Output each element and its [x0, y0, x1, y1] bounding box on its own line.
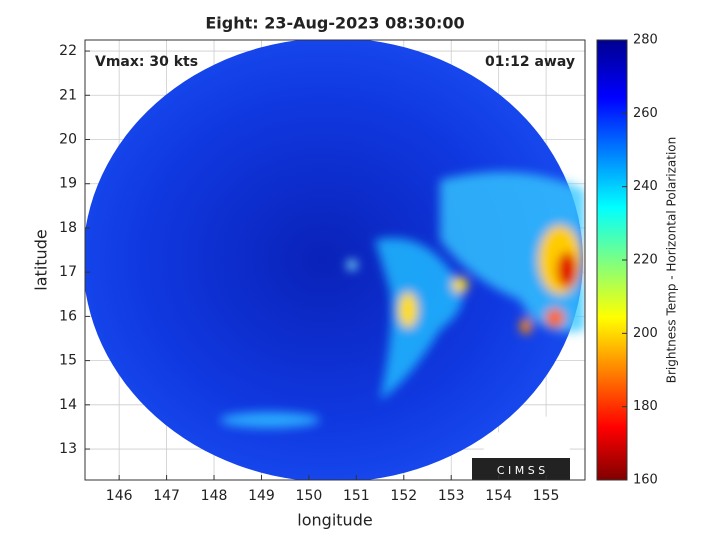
- x-tick-label: 154: [485, 488, 512, 504]
- annotation: 01:12 away: [485, 54, 575, 70]
- y-tick-label: 16: [59, 308, 77, 324]
- plot-frame: [84, 39, 586, 481]
- title: Eight: 23-Aug-2023 08:30:00: [205, 14, 464, 33]
- colorbar-tick-label: 180: [633, 399, 658, 414]
- x-tick-label: 146: [106, 488, 133, 504]
- colorbar-label: Brightness Temp - Horizontal Polarizatio…: [665, 137, 679, 384]
- logo: C I M S S: [497, 464, 545, 477]
- y-tick-label: 19: [59, 176, 77, 192]
- x-tick-label: 152: [390, 488, 417, 504]
- x-tick-label: 149: [248, 488, 275, 504]
- y-tick-label: 13: [59, 441, 77, 457]
- imagery: C I M S S: [85, 40, 585, 480]
- x-tick-label: 150: [296, 488, 323, 504]
- colorbar-tick-label: 240: [633, 179, 658, 194]
- y-tick-label: 15: [59, 353, 77, 369]
- colorbar-tick-label: 220: [633, 253, 658, 268]
- y-axis-label: latitude: [32, 229, 51, 290]
- y-tick-label: 14: [59, 397, 77, 413]
- y-tick-label: 17: [59, 264, 77, 280]
- x-tick-label: 155: [533, 488, 560, 504]
- colorbar-tick-label: 200: [633, 326, 658, 341]
- y-tick-label: 20: [59, 131, 77, 147]
- y-tick-label: 21: [59, 87, 77, 103]
- x-axis-label: longitude: [297, 511, 372, 530]
- colorbar-tick-label: 280: [633, 33, 658, 48]
- colorbar-tick-label: 260: [633, 106, 658, 121]
- y-tick-label: 22: [59, 43, 77, 59]
- y-tick-label: 18: [59, 220, 77, 236]
- x-tick-label: 151: [343, 488, 370, 504]
- x-tick-label: 147: [153, 488, 180, 504]
- annotation: Vmax: 30 kts: [95, 54, 198, 70]
- colorbar-tick-label: 160: [633, 473, 658, 488]
- x-tick-label: 153: [438, 488, 465, 504]
- x-tick-label: 148: [201, 488, 228, 504]
